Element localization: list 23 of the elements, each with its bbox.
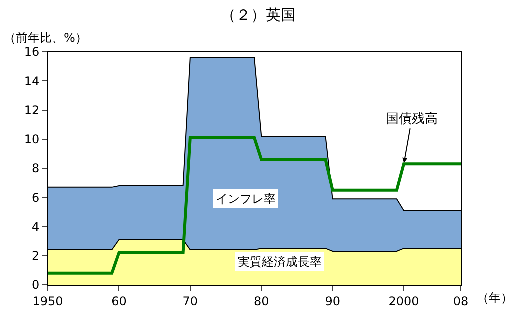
series-label: 実質経済成長率 <box>238 255 322 269</box>
series-label: インフレ率 <box>216 192 276 206</box>
y-tick-label: 8 <box>32 162 40 176</box>
annotation: 国債残高 <box>386 111 438 127</box>
y-axis-title: （前年比、%） <box>4 31 88 45</box>
y-tick-label: 12 <box>24 103 40 118</box>
x-tick-label: 90 <box>325 294 340 308</box>
y-tick-label: 0 <box>32 278 40 292</box>
x-axis-title: （年） <box>477 291 513 305</box>
x-tick-label: 08 <box>453 294 469 308</box>
line-series <box>48 136 461 275</box>
y-tick-label: 10 <box>24 132 40 147</box>
y-tick-label: 16 <box>24 45 40 60</box>
x-tick-label: 2000 <box>388 294 420 308</box>
chart-title: （２）英国 <box>221 6 296 24</box>
y-tick-label: 2 <box>32 249 40 264</box>
y-tick-label: 14 <box>24 74 40 88</box>
x-tick-label: 70 <box>182 294 198 308</box>
y-tick-label: 4 <box>32 220 40 234</box>
x-tick-label: 1950 <box>32 294 64 308</box>
x-tick-label: 60 <box>112 294 127 308</box>
y-tick-label: 6 <box>32 190 40 205</box>
x-tick-label: 80 <box>254 294 270 308</box>
